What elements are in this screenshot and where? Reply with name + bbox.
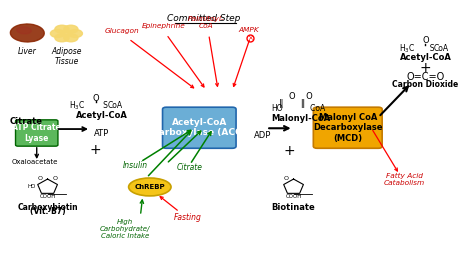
FancyBboxPatch shape <box>163 107 236 148</box>
Text: O: O <box>422 36 429 45</box>
Ellipse shape <box>17 27 31 34</box>
Text: O=C=O: O=C=O <box>406 72 445 82</box>
Text: HO: HO <box>271 104 283 113</box>
Text: Biotinate: Biotinate <box>272 203 315 212</box>
Text: High
Carbohydrate/
Caloric Intake: High Carbohydrate/ Caloric Intake <box>100 219 150 239</box>
Ellipse shape <box>10 24 44 42</box>
Text: Oxaloacetate: Oxaloacetate <box>12 159 58 165</box>
Ellipse shape <box>64 25 78 33</box>
Text: H$_3$C: H$_3$C <box>69 99 85 112</box>
FancyBboxPatch shape <box>16 120 58 146</box>
Text: O: O <box>37 176 43 181</box>
Text: Acetyl-CoA
Carboxylase (ACC): Acetyl-CoA Carboxylase (ACC) <box>153 118 246 138</box>
Text: Committed Step: Committed Step <box>167 14 241 23</box>
Text: ×: × <box>247 35 253 41</box>
Text: ATP Citrate
Lyase: ATP Citrate Lyase <box>12 123 61 143</box>
Text: Acetyl-CoA: Acetyl-CoA <box>400 53 451 63</box>
Text: O: O <box>92 94 99 103</box>
Text: H$_3$C: H$_3$C <box>399 43 415 55</box>
Text: ATP: ATP <box>94 129 109 138</box>
Text: Fatty Acid
Catabolism: Fatty Acid Catabolism <box>384 173 425 186</box>
Text: ADP: ADP <box>254 131 272 140</box>
Text: S: S <box>426 44 435 53</box>
Text: Adipose
Tissue: Adipose Tissue <box>51 47 82 66</box>
Text: Malonyl-CoA: Malonyl-CoA <box>272 114 331 123</box>
Text: ‖      ‖: ‖ ‖ <box>279 99 305 108</box>
Text: Liver: Liver <box>18 47 36 56</box>
FancyBboxPatch shape <box>313 107 382 148</box>
Text: Fasting: Fasting <box>173 213 201 222</box>
Text: HO: HO <box>28 184 36 189</box>
Ellipse shape <box>55 34 69 42</box>
Text: CoA: CoA <box>108 101 123 110</box>
Text: COOH: COOH <box>285 194 302 199</box>
Text: Acetyl-CoA: Acetyl-CoA <box>76 111 128 120</box>
Text: CoA: CoA <box>303 104 325 113</box>
Text: O: O <box>283 176 289 181</box>
Text: Malonyl CoA
Decarboxylase
(MCD): Malonyl CoA Decarboxylase (MCD) <box>313 113 383 143</box>
Text: Glucagon: Glucagon <box>104 28 139 34</box>
Text: COOH: COOH <box>39 194 56 199</box>
Text: Epinephrine: Epinephrine <box>142 23 186 29</box>
Text: +: + <box>90 143 101 157</box>
Text: CoA: CoA <box>434 44 449 53</box>
Ellipse shape <box>128 178 171 196</box>
Text: (Vit. B7): (Vit. B7) <box>30 207 65 217</box>
Text: S: S <box>96 101 108 110</box>
Text: AMPK: AMPK <box>238 27 259 33</box>
Text: Carbon Dioxide: Carbon Dioxide <box>392 80 459 89</box>
Ellipse shape <box>50 30 64 38</box>
Ellipse shape <box>55 25 69 33</box>
Text: Citrate: Citrate <box>10 117 43 126</box>
Text: ChREBP: ChREBP <box>135 184 165 190</box>
Text: O    O: O O <box>289 92 313 101</box>
Ellipse shape <box>61 31 72 36</box>
Ellipse shape <box>64 34 78 42</box>
Text: Carboxybiotin: Carboxybiotin <box>17 203 78 212</box>
Text: O: O <box>53 176 58 181</box>
Ellipse shape <box>68 30 82 38</box>
Text: Insulin: Insulin <box>123 161 148 171</box>
Text: +: + <box>419 61 431 75</box>
Text: +: + <box>283 144 295 159</box>
Text: Palmitoyl-
CoA: Palmitoyl- CoA <box>188 16 225 29</box>
Text: Citrate: Citrate <box>177 163 203 172</box>
